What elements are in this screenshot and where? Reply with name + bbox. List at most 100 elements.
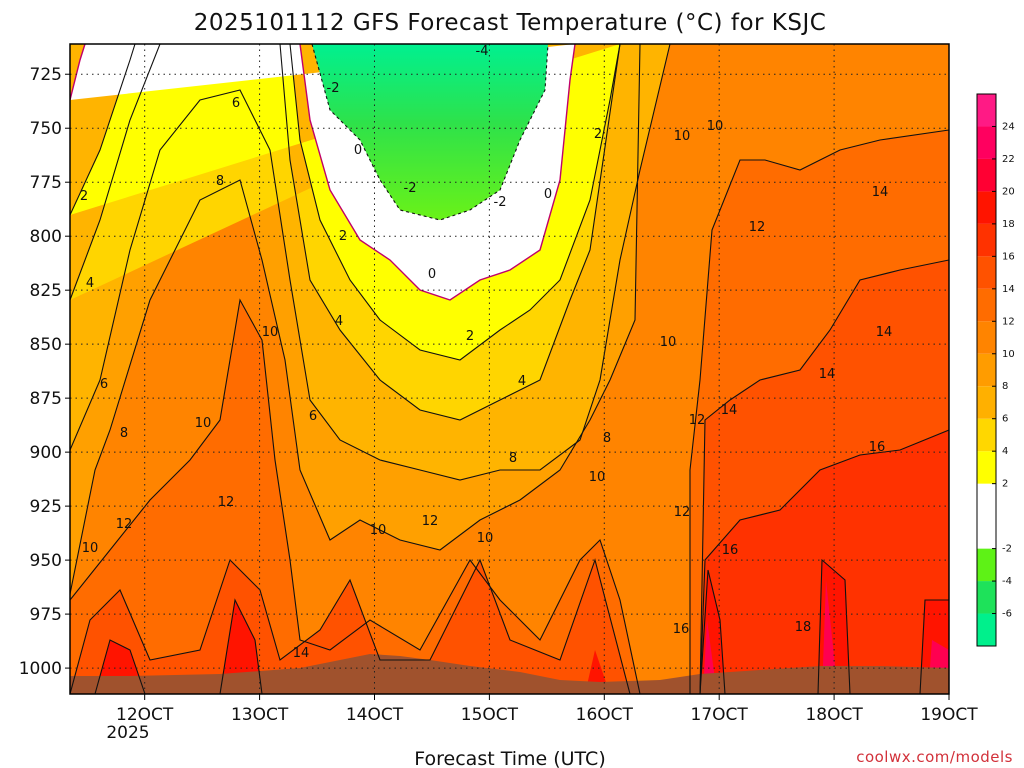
contour-label: 8 bbox=[509, 451, 517, 466]
colorbar: 24 22 20 18 16 14 12 10 8 6 4 2 -2 -4 -6 bbox=[976, 93, 1015, 647]
contour-labels: -4 -2 -2 -2 0 0 0 2 2 2 2 4 4 4 6 6 6 8 8 8 8 10 10 10 10 10 10 10 1… bbox=[80, 44, 892, 661]
contour-label: 4 bbox=[86, 276, 94, 291]
colorbar-swatch bbox=[977, 386, 996, 419]
colorbar-label: 8 bbox=[1002, 381, 1008, 392]
contour-line bbox=[94, 558, 949, 694]
contour-label: 10 bbox=[370, 523, 387, 538]
y-tick-label: 725 bbox=[30, 65, 62, 85]
contour-label: 16 bbox=[869, 440, 886, 455]
colorbar-swatch bbox=[977, 483, 996, 549]
contour-label: 16 bbox=[673, 622, 690, 637]
contour-label: 4 bbox=[335, 314, 343, 329]
contour-label: 2 bbox=[80, 189, 88, 204]
colorbar-swatch bbox=[977, 256, 996, 289]
colorbar-label: 20 bbox=[1002, 186, 1015, 197]
colorbar-frame bbox=[976, 93, 997, 647]
x-tick-label: 18OCT bbox=[805, 705, 863, 725]
y-tick-label: 975 bbox=[30, 605, 62, 625]
fill-topography bbox=[70, 654, 949, 694]
colorbar-label: 14 bbox=[1002, 284, 1015, 295]
contour-label: 6 bbox=[309, 409, 317, 424]
contour-label: 14 bbox=[876, 325, 893, 340]
y-tick-label: 875 bbox=[30, 389, 62, 409]
colorbar-swatch bbox=[977, 451, 996, 484]
colorbar-swatch bbox=[977, 418, 996, 452]
colorbar-swatch bbox=[977, 353, 996, 387]
colorbar-swatch bbox=[977, 548, 996, 582]
x-tick-label: 15OCT bbox=[461, 705, 519, 725]
contour-label: 10 bbox=[195, 416, 212, 431]
fill-12-14-left bbox=[70, 300, 640, 694]
contour-label: -2 bbox=[404, 181, 417, 196]
colorbar-label: 22 bbox=[1002, 154, 1015, 165]
x-tick-label: 19OCT bbox=[920, 705, 978, 725]
contour-label: 10 bbox=[477, 531, 494, 546]
contour-label: 2 bbox=[594, 127, 602, 142]
contour-label: -2 bbox=[494, 195, 507, 210]
contour-label: 12 bbox=[116, 517, 133, 532]
colorbar-swatch bbox=[977, 613, 996, 646]
colorbar-label: 4 bbox=[1002, 446, 1008, 457]
contour-label: 14 bbox=[721, 403, 738, 418]
y-tick-label: 850 bbox=[30, 335, 62, 355]
colorbar-swatch bbox=[977, 158, 996, 192]
x-tick-label: 12OCT bbox=[116, 705, 174, 725]
contour-line bbox=[311, 44, 549, 221]
colorbar-label: 2 bbox=[1002, 479, 1008, 490]
contour-line bbox=[70, 44, 621, 421]
y-tick-label: 900 bbox=[30, 443, 62, 463]
fill-20-plus bbox=[703, 580, 949, 694]
contour-label: 12 bbox=[689, 413, 706, 428]
contour-label: 6 bbox=[100, 377, 108, 392]
colorbar-swatch bbox=[977, 126, 996, 159]
colorbar-label: 12 bbox=[1002, 316, 1015, 327]
contour-label: 2 bbox=[466, 329, 474, 344]
y-tick-label: 925 bbox=[30, 497, 62, 517]
contour-label: 16 bbox=[722, 543, 739, 558]
contour-label: 10 bbox=[262, 325, 279, 340]
contour-label: 8 bbox=[216, 174, 224, 189]
colorbar-label: -6 bbox=[1002, 609, 1012, 620]
credit-text: coolwx.com/models bbox=[856, 748, 1013, 766]
x-tick-label: 17OCT bbox=[691, 705, 749, 725]
x-tick-label: 16OCT bbox=[576, 705, 634, 725]
contour-label: 14 bbox=[293, 646, 310, 661]
contour-label: 18 bbox=[795, 620, 812, 635]
colorbar-label: 10 bbox=[1002, 349, 1015, 360]
gridlines bbox=[70, 44, 949, 694]
contour-label: 10 bbox=[82, 541, 99, 556]
temperature-fill-layers bbox=[70, 44, 949, 694]
contour-label: 8 bbox=[120, 426, 128, 441]
y-tick-label: 1000 bbox=[19, 659, 62, 679]
colorbar-label: 6 bbox=[1002, 414, 1008, 425]
colorbar-swatch bbox=[977, 321, 996, 354]
contour-line bbox=[699, 259, 949, 694]
y-axis: 725 750 775 800 825 850 875 900 925 950 975 1000 bbox=[19, 65, 70, 679]
contour-line bbox=[70, 44, 621, 361]
contour-line bbox=[689, 129, 949, 694]
contour-label: 10 bbox=[674, 129, 691, 144]
contour-line bbox=[699, 429, 949, 694]
x-axis-year-label: 2025 bbox=[106, 723, 149, 743]
y-tick-label: 825 bbox=[30, 281, 62, 301]
y-tick-label: 800 bbox=[30, 227, 62, 247]
colorbar-label: 24 bbox=[1002, 121, 1015, 132]
contour-label: 8 bbox=[603, 431, 611, 446]
y-tick-label: 950 bbox=[30, 551, 62, 571]
contour-line bbox=[70, 298, 641, 694]
y-tick-label: 750 bbox=[30, 119, 62, 139]
plot-frame bbox=[69, 43, 950, 695]
contour-line bbox=[70, 44, 641, 595]
contour-label: 10 bbox=[589, 470, 606, 485]
contour-label: 12 bbox=[422, 514, 439, 529]
contour-label: 2 bbox=[339, 229, 347, 244]
x-tick-label: 14OCT bbox=[346, 705, 404, 725]
contour-label: 6 bbox=[232, 96, 240, 111]
contour-label: 14 bbox=[819, 367, 836, 382]
x-tick-label: 13OCT bbox=[231, 705, 289, 725]
contour-line bbox=[70, 44, 671, 481]
colorbar-label: -4 bbox=[1002, 576, 1012, 587]
contour-label: 0 bbox=[428, 267, 436, 282]
contour-label: 0 bbox=[544, 187, 552, 202]
contour-label: 10 bbox=[660, 335, 677, 350]
